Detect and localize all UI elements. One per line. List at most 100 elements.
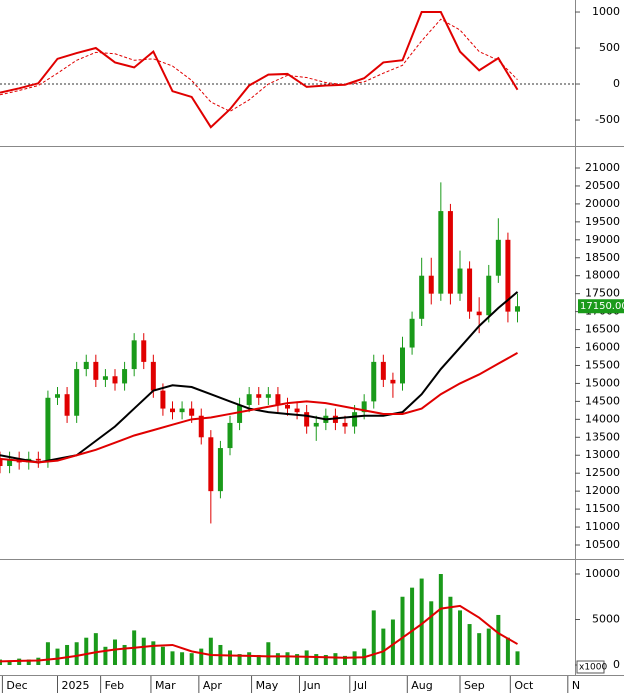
y-tick-label: 5000 bbox=[592, 613, 620, 626]
y-tick-label: 18500 bbox=[585, 251, 620, 264]
candle-body bbox=[275, 394, 281, 405]
volume-bar bbox=[448, 596, 453, 665]
y-tick-label: 21000 bbox=[585, 161, 620, 174]
y-tick-label: 1000 bbox=[592, 5, 620, 18]
candle-body bbox=[198, 415, 204, 438]
y-tick-label: 13500 bbox=[585, 430, 620, 443]
candle-body bbox=[237, 404, 243, 423]
candle-body bbox=[45, 397, 51, 461]
y-tick-label: 11000 bbox=[585, 520, 620, 533]
y-tick-label: 20000 bbox=[585, 197, 620, 210]
volume-bar bbox=[314, 654, 319, 665]
x-tick-label: Jun bbox=[302, 679, 320, 692]
last-price-box bbox=[578, 299, 624, 314]
candle-body bbox=[361, 401, 367, 413]
volume-bar bbox=[323, 654, 328, 665]
candle-body bbox=[294, 408, 300, 413]
volume-bar bbox=[208, 637, 213, 665]
candle-body bbox=[467, 268, 473, 312]
candle-body bbox=[7, 458, 13, 467]
volume-bar bbox=[266, 642, 271, 665]
volume-bar bbox=[141, 637, 146, 665]
volume-bar bbox=[55, 648, 60, 665]
volume-bar bbox=[74, 642, 79, 665]
volume-bar bbox=[65, 644, 70, 665]
last-price-label: 17150.00 bbox=[580, 301, 624, 312]
volume-bar bbox=[170, 651, 175, 665]
x-tick-label: Dec bbox=[6, 679, 27, 692]
x-tick-label: Feb bbox=[105, 679, 124, 692]
x-tick-label: 2025 bbox=[62, 679, 90, 692]
candle-body bbox=[112, 376, 118, 384]
y-tick-label: 19500 bbox=[585, 215, 620, 228]
volume-bar bbox=[467, 624, 472, 665]
candle-body bbox=[342, 422, 348, 427]
volume-bar bbox=[103, 646, 108, 665]
y-tick-label: 0 bbox=[613, 77, 620, 90]
x-tick-label: Apr bbox=[203, 679, 223, 692]
candle-body bbox=[371, 361, 377, 402]
volume-bar bbox=[199, 648, 204, 665]
volume-bar bbox=[410, 587, 415, 665]
volume-bar bbox=[122, 644, 127, 665]
candle-body bbox=[93, 361, 99, 380]
volume-bar bbox=[113, 639, 117, 665]
volume-bar bbox=[458, 610, 462, 665]
candle-body bbox=[515, 306, 520, 312]
candle-body bbox=[438, 211, 444, 294]
volume-average bbox=[0, 604, 518, 663]
candle-body bbox=[131, 340, 137, 370]
candle-body bbox=[0, 458, 3, 467]
volume-bar bbox=[189, 653, 194, 665]
volume-bar bbox=[515, 651, 520, 665]
candle-body bbox=[304, 412, 310, 427]
moving-average bbox=[0, 352, 518, 464]
volume-bar bbox=[275, 653, 280, 665]
unit-box bbox=[576, 660, 605, 674]
macd-line bbox=[0, 18, 518, 112]
candle-body bbox=[64, 394, 70, 416]
macd-line bbox=[0, 11, 519, 129]
candle-body bbox=[55, 394, 60, 398]
y-tick-label: 13000 bbox=[585, 448, 620, 461]
volume-bar bbox=[93, 633, 98, 665]
x-tick-label: Mar bbox=[155, 679, 176, 692]
candle-body bbox=[419, 275, 425, 319]
volume-bar bbox=[285, 652, 290, 665]
candle-body bbox=[313, 422, 319, 427]
volume-bar bbox=[256, 654, 261, 665]
y-tick-label: 14500 bbox=[585, 394, 620, 407]
x-tick-label: N bbox=[572, 679, 580, 692]
y-tick-label: 11500 bbox=[585, 502, 620, 515]
candle-body bbox=[102, 376, 108, 380]
candle-body bbox=[380, 361, 386, 380]
candle-body bbox=[285, 404, 290, 409]
volume-bar bbox=[429, 601, 434, 665]
volume-bar bbox=[343, 655, 347, 665]
candle-body bbox=[447, 211, 453, 294]
candle-body bbox=[428, 275, 434, 294]
candle-body bbox=[150, 361, 156, 391]
y-tick-label: 18000 bbox=[585, 269, 620, 282]
volume-bar bbox=[160, 646, 165, 665]
candle-body bbox=[189, 408, 195, 416]
x-tick-label: Jul bbox=[353, 679, 367, 692]
volume-bar bbox=[333, 653, 338, 665]
x-tick-label: Aug bbox=[411, 679, 432, 692]
candle-body bbox=[256, 394, 262, 398]
volume-bar bbox=[151, 641, 156, 665]
volume-bar bbox=[496, 614, 501, 665]
candle-body bbox=[265, 394, 271, 398]
y-tick-label: -500 bbox=[595, 113, 620, 126]
y-tick-label: 10000 bbox=[585, 567, 620, 580]
y-tick-label: 17500 bbox=[585, 287, 620, 300]
volume-bar bbox=[486, 628, 491, 665]
volume-bar bbox=[390, 619, 395, 665]
volume-bar bbox=[419, 578, 424, 665]
candle-body bbox=[505, 239, 511, 312]
y-tick-label: 10500 bbox=[585, 538, 620, 551]
y-tick-label: 19000 bbox=[585, 233, 620, 246]
volume-bar bbox=[237, 654, 242, 665]
y-tick-label: 16500 bbox=[585, 323, 620, 336]
candle-body bbox=[400, 347, 405, 384]
